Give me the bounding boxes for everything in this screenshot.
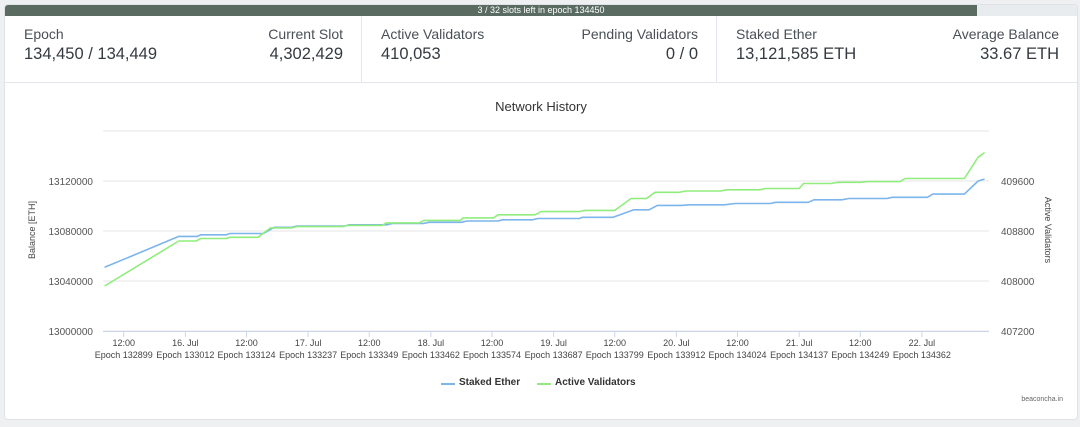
epoch-progress-fill [5,5,977,16]
chart-legend: Staked Ether Active Validators [5,377,1077,393]
y2-tick-label: 409600 [1001,177,1035,188]
y2-axis-title: Active Validators [1043,197,1053,264]
stat-group-ether: Staked Ether 13,121,585 ETH Average Bala… [717,16,1077,82]
x-tick-label: 12:00 [603,338,626,348]
y-tick-label: 13000000 [49,327,94,338]
stat-staked-ether-label: Staked Ether [736,26,817,42]
stat-group-epoch: Epoch 134,450 / 134,449 Current Slot 4,3… [5,16,362,82]
x-tick-sublabel: Epoch 133012 [156,350,214,360]
y2-tick-label: 408000 [1001,277,1035,288]
stat-group-validators: Active Validators 410,053 Pending Valida… [362,16,717,82]
x-tick-label: 12:00 [481,338,504,348]
x-tick-label: 19. Jul [540,338,567,348]
stat-active-validators: Active Validators 410,053 [381,26,484,64]
x-tick-sublabel: Epoch 133124 [217,350,275,360]
legend-item-active-validators[interactable]: Active Validators [537,377,636,388]
x-tick-sublabel: Epoch 134362 [893,350,951,360]
y-axis-title: Balance [ETH] [27,201,37,259]
stat-active-validators-label: Active Validators [381,26,485,42]
y2-tick-label: 408800 [1001,227,1035,238]
stat-staked-ether: Staked Ether 13,121,585 ETH [736,26,856,64]
stat-active-validators-value: 410,053 [381,45,441,63]
legend-item-staked-ether[interactable]: Staked Ether [441,377,520,388]
x-tick-label: 22. Jul [909,338,936,348]
x-tick-label: 16. Jul [172,338,199,348]
epoch-progress-bar: 3 / 32 slots left in epoch 134450 [5,5,1077,16]
series-line-staked-ether [104,178,985,269]
legend-line-active-validators [537,383,551,385]
y-tick-label: 13080000 [49,227,94,238]
x-tick-label: 21. Jul [786,338,813,348]
x-tick-sublabel: Epoch 134249 [831,350,889,360]
stat-pending-validators: Pending Validators 0 / 0 [582,26,698,64]
x-tick-sublabel: Epoch 134024 [708,350,766,360]
epoch-progress-text: 3 / 32 slots left in epoch 134450 [477,5,605,15]
x-tick-sublabel: Epoch 132899 [95,350,153,360]
legend-line-staked-ether [441,383,455,385]
y-tick-label: 13120000 [49,177,94,188]
x-tick-sublabel: Epoch 133237 [279,350,337,360]
stat-epoch: Epoch 134,450 / 134,449 [24,26,157,64]
stat-average-balance: Average Balance 33.67 ETH [953,26,1059,64]
x-tick-sublabel: Epoch 133349 [340,350,398,360]
x-tick-label: 12:00 [358,338,381,348]
stat-pending-validators-value: 0 / 0 [665,45,698,63]
stat-epoch-label: Epoch [24,26,64,42]
credit-link[interactable]: beaconcha.in [1021,396,1063,403]
x-tick-sublabel: Epoch 134137 [770,350,828,360]
x-tick-label: 12:00 [112,338,135,348]
legend-label-active-validators: Active Validators [555,377,636,388]
x-tick-label: 20. Jul [663,338,690,348]
x-tick-label: 12:00 [235,338,258,348]
legend-label-staked-ether: Staked Ether [459,377,521,388]
x-tick-label: 12:00 [849,338,872,348]
x-tick-sublabel: Epoch 133574 [463,350,521,360]
network-stats: Epoch 134,450 / 134,449 Current Slot 4,3… [5,16,1077,83]
stat-average-balance-value: 33.67 ETH [980,45,1059,63]
x-tick-label: 12:00 [726,338,749,348]
y-tick-label: 13040000 [49,277,94,288]
x-tick-sublabel: Epoch 133687 [525,350,583,360]
stat-current-slot-value: 4,302,429 [269,45,343,63]
series-line-active-validators [104,152,986,287]
stat-pending-validators-label: Pending Validators [581,26,698,42]
stat-epoch-value: 134,450 / 134,449 [24,45,158,63]
stat-staked-ether-value: 13,121,585 ETH [736,45,857,63]
chart-title: Network History [495,99,587,114]
x-tick-sublabel: Epoch 133462 [402,350,460,360]
stat-average-balance-label: Average Balance [952,26,1059,42]
x-tick-label: 18. Jul [418,338,445,348]
x-tick-sublabel: Epoch 133912 [647,350,705,360]
stat-current-slot: Current Slot 4,302,429 [268,26,343,64]
dashboard-card: 3 / 32 slots left in epoch 134450 Epoch … [4,4,1078,420]
x-tick-label: 17. Jul [295,338,322,348]
network-history-chart[interactable]: 13000000 13040000 13080000 13120000 407200 40… [5,5,1077,419]
x-tick-sublabel: Epoch 133799 [586,350,644,360]
y2-tick-label: 407200 [1001,327,1035,338]
stat-current-slot-label: Current Slot [268,26,343,42]
